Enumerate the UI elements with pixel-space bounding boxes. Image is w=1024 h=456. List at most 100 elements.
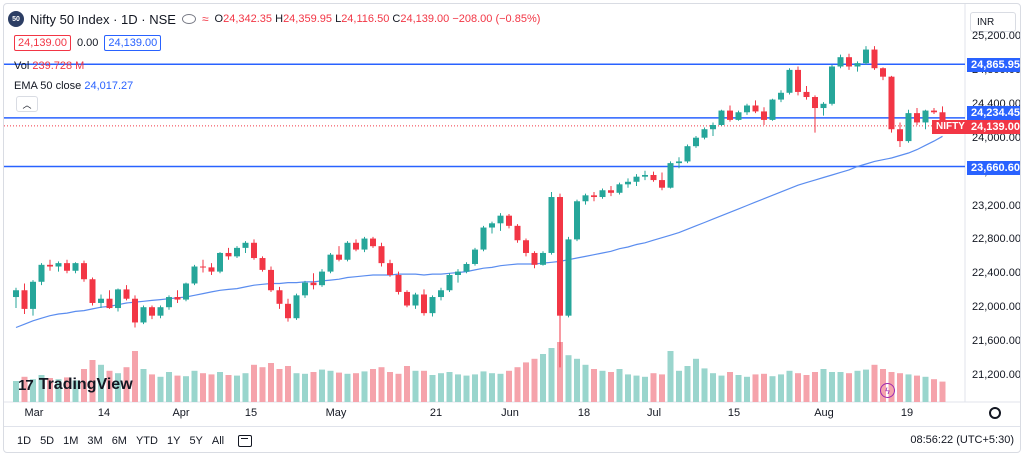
volume-bar <box>115 373 121 402</box>
high-value: 24,359.95 <box>283 13 332 25</box>
candle-body <box>438 290 444 298</box>
buy-button[interactable]: 24,139.00 <box>104 35 162 51</box>
volume-bar <box>319 369 325 402</box>
volume-bar <box>30 379 36 402</box>
range-ytd[interactable]: YTD <box>135 434 158 447</box>
spread-value: 0.00 <box>76 37 99 49</box>
candle-body <box>302 282 308 296</box>
candle-body <box>234 247 240 257</box>
volume-bar <box>497 373 504 402</box>
candle-body <box>191 266 198 284</box>
change-value: −208.00 (−0.85%) <box>452 13 541 25</box>
volume-bar <box>693 358 699 402</box>
close-value: 24,139.00 <box>400 13 450 25</box>
range-1m[interactable]: 1M <box>63 434 79 447</box>
legend-header: 50 Nifty 50 Index · 1D · NSE ≈ O24,342.3… <box>8 8 540 30</box>
volume-bar <box>98 364 104 402</box>
volume-bar <box>123 367 130 402</box>
range-3m[interactable]: 3M <box>87 434 103 447</box>
candle-body <box>769 99 776 120</box>
candle-body <box>761 111 767 120</box>
range-5d[interactable]: 5D <box>40 434 55 447</box>
sell-button[interactable]: 24,139.00 <box>14 35 71 51</box>
symbol-title[interactable]: Nifty 50 Index · 1D · NSE <box>30 11 176 27</box>
volume-bar <box>344 373 351 402</box>
candle-body <box>812 97 818 109</box>
candle-body <box>803 91 810 98</box>
candle-body <box>140 307 147 323</box>
candle-body <box>404 291 410 306</box>
range-5y[interactable]: 5Y <box>189 434 203 447</box>
candle-body <box>676 161 682 164</box>
clock[interactable]: 08:56:22 (UTC+5:30) <box>910 434 1014 446</box>
volume-bar <box>744 376 750 402</box>
volume-bar <box>72 380 79 402</box>
volume-bar <box>659 374 665 402</box>
volume-bar <box>701 368 708 402</box>
candle-body <box>455 271 461 275</box>
volume-bar <box>336 372 342 402</box>
candle-body <box>21 290 28 309</box>
candle-body <box>489 223 495 228</box>
candle-body <box>642 174 648 177</box>
tradingview-logo-icon: 17 <box>18 376 34 394</box>
price-tick-label: 22,000.00 <box>972 301 1021 314</box>
volume-bar <box>616 369 623 402</box>
candle-body <box>361 238 368 250</box>
wave-icon[interactable]: ≈ <box>201 12 209 26</box>
candle-body <box>599 190 606 198</box>
flash-icon[interactable]: ϟ <box>880 383 895 398</box>
volume-bar <box>438 373 444 402</box>
volume-bar <box>786 370 793 402</box>
candle-body <box>667 163 674 188</box>
candle-body <box>268 269 274 291</box>
candle-body <box>319 271 325 286</box>
range-all[interactable]: All <box>211 434 225 447</box>
candle-body <box>157 307 164 316</box>
collapse-legend-button[interactable]: ︿ <box>16 96 38 112</box>
candle-body <box>939 112 946 126</box>
candle-body <box>684 146 691 162</box>
volume-bar <box>931 379 937 402</box>
candle-body <box>378 246 385 264</box>
candle-body <box>30 281 36 309</box>
volume-bar <box>548 348 555 402</box>
price-chart[interactable] <box>4 4 1021 453</box>
candle-body <box>829 66 835 104</box>
level-tag-3: 23,660.60 <box>967 161 1020 175</box>
volume-bar <box>140 369 147 402</box>
volume-bar <box>854 370 861 402</box>
gear-icon[interactable] <box>989 407 1001 419</box>
bottom-toolbar: 1D 5D 1M 3M 6M YTD 1Y 5Y All 08:56:22 (U… <box>4 426 1020 452</box>
volume-bar <box>718 375 725 402</box>
range-1d[interactable]: 1D <box>17 434 32 447</box>
volume-bar <box>446 372 453 402</box>
volume-legend[interactable]: Vol 239.728 M <box>14 60 85 72</box>
candle-body <box>98 298 104 303</box>
volume-bar <box>132 351 138 402</box>
ema-legend[interactable]: EMA 50 close 24,017.27 <box>14 80 134 92</box>
candle-body <box>412 294 419 306</box>
candle-body <box>650 174 657 181</box>
volume-bar <box>268 363 274 402</box>
volume-bar <box>489 373 495 402</box>
candle-body <box>633 176 640 182</box>
candle-body <box>472 249 478 264</box>
eye-icon[interactable] <box>181 14 196 24</box>
volume-bar <box>353 373 359 402</box>
candle-body <box>387 263 393 275</box>
candle-body <box>693 137 699 147</box>
tradingview-watermark[interactable]: 17 TradingView <box>18 376 133 394</box>
calendar-icon[interactable] <box>238 434 253 447</box>
candle-body <box>735 112 742 120</box>
currency-selector[interactable]: INR <box>970 12 1016 32</box>
volume-bar <box>387 372 393 402</box>
volume-bar <box>829 372 835 402</box>
candle-body <box>548 197 555 253</box>
candle-body <box>888 76 895 130</box>
range-6m[interactable]: 6M <box>111 434 127 447</box>
candle-body <box>149 307 155 316</box>
time-tick-label: 15 <box>244 407 258 419</box>
range-1y[interactable]: 1Y <box>166 434 181 447</box>
candle-body <box>506 215 512 226</box>
